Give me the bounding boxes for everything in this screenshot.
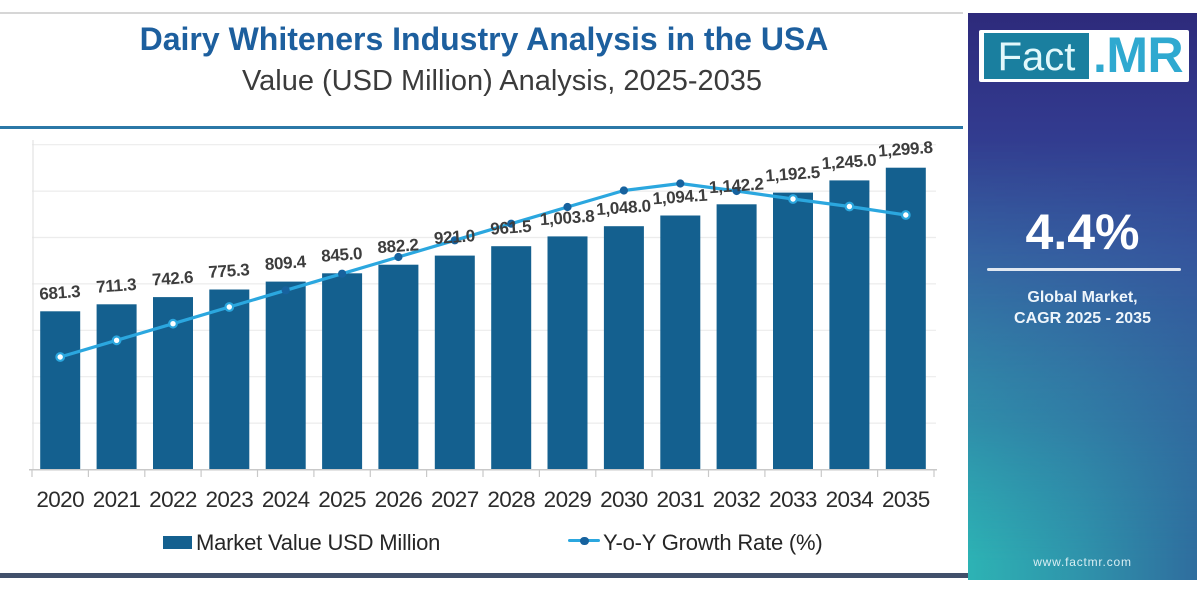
svg-text:2034: 2034 bbox=[826, 487, 874, 512]
svg-text:2030: 2030 bbox=[600, 487, 648, 512]
svg-text:1,245.0: 1,245.0 bbox=[821, 151, 877, 174]
svg-text:882.2: 882.2 bbox=[377, 235, 419, 257]
svg-text:711.3: 711.3 bbox=[96, 275, 137, 297]
svg-text:2025: 2025 bbox=[318, 487, 366, 512]
svg-text:2031: 2031 bbox=[656, 487, 704, 512]
svg-text:2024: 2024 bbox=[262, 487, 310, 512]
svg-text:809.4: 809.4 bbox=[264, 252, 307, 274]
svg-text:2033: 2033 bbox=[769, 487, 817, 512]
svg-text:2021: 2021 bbox=[93, 487, 141, 512]
svg-text:2020: 2020 bbox=[36, 487, 84, 512]
svg-text:2023: 2023 bbox=[205, 487, 253, 512]
svg-text:2028: 2028 bbox=[487, 487, 535, 512]
svg-text:2022: 2022 bbox=[149, 487, 197, 512]
svg-text:775.3: 775.3 bbox=[208, 260, 250, 282]
svg-text:2035: 2035 bbox=[882, 487, 930, 512]
svg-text:681.3: 681.3 bbox=[39, 282, 81, 304]
svg-text:1,192.5: 1,192.5 bbox=[765, 163, 821, 186]
svg-text:742.6: 742.6 bbox=[151, 268, 193, 290]
svg-text:2026: 2026 bbox=[375, 487, 423, 512]
svg-text:845.0: 845.0 bbox=[321, 244, 363, 266]
svg-text:1,094.1: 1,094.1 bbox=[652, 186, 708, 209]
svg-text:2027: 2027 bbox=[431, 487, 479, 512]
svg-text:961.5: 961.5 bbox=[490, 217, 532, 239]
svg-text:1,003.8: 1,003.8 bbox=[539, 207, 595, 230]
svg-text:2032: 2032 bbox=[713, 487, 761, 512]
svg-text:2029: 2029 bbox=[544, 487, 592, 512]
svg-text:1,142.2: 1,142.2 bbox=[708, 174, 764, 197]
svg-text:1,299.8: 1,299.8 bbox=[878, 138, 934, 161]
svg-text:921.0: 921.0 bbox=[433, 226, 475, 248]
svg-text:1,048.0: 1,048.0 bbox=[596, 196, 652, 219]
